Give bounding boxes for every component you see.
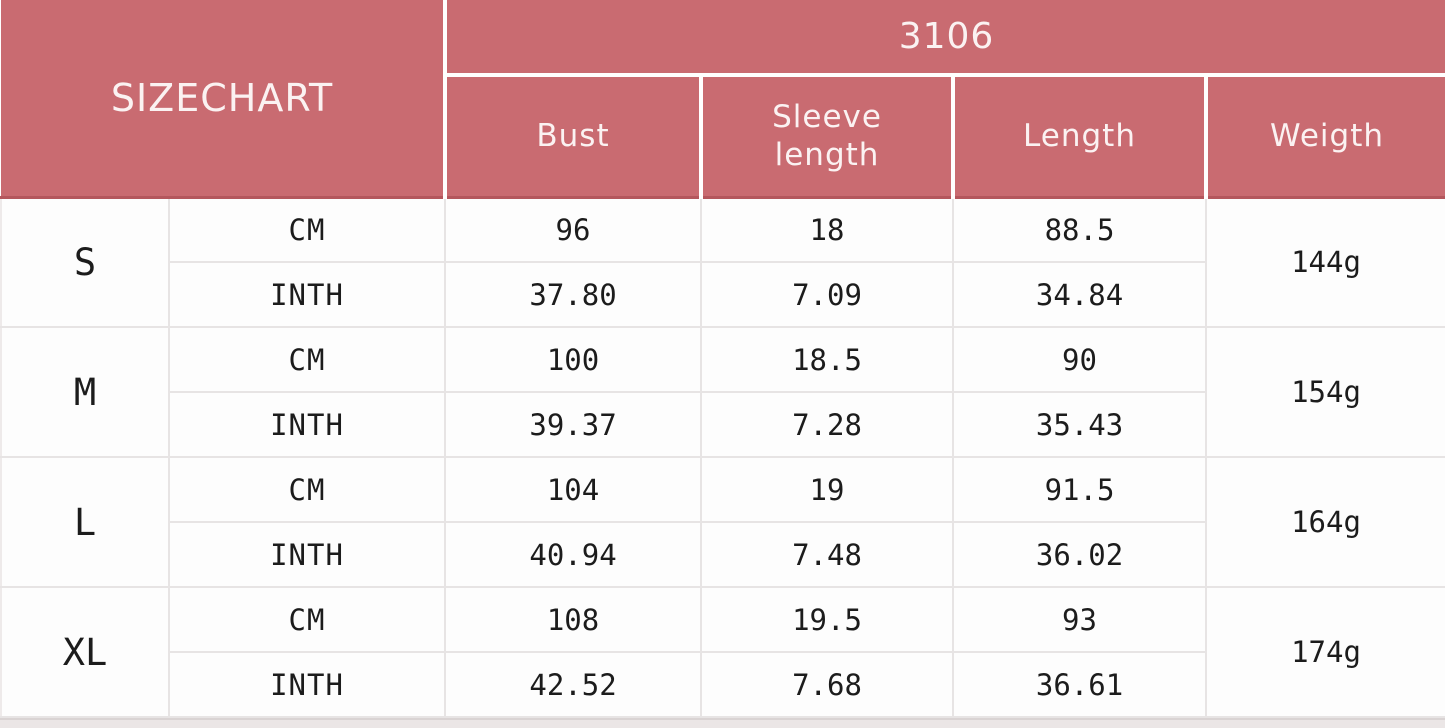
unit-label-inth: INTH — [167, 391, 447, 458]
table-row: M CM 100 18.5 90 154g — [0, 326, 1445, 458]
size-label-m: M — [0, 326, 170, 458]
value-length-inth: 34.84 — [952, 261, 1208, 328]
unit-label-cm: CM — [167, 456, 447, 523]
value-bust-cm: 104 — [444, 456, 703, 523]
column-header-weight: Weigth — [1204, 73, 1445, 199]
value-bust-cm: 100 — [444, 326, 703, 393]
value-bust-inth: 40.94 — [444, 521, 703, 588]
value-bust-cm: 96 — [444, 196, 703, 263]
table-header: SIZECHART 3106 Bust Sleeve length Length… — [1, 0, 1445, 199]
size-label-s: S — [0, 196, 170, 328]
table-row: XL CM 108 19.5 93 174g — [0, 586, 1445, 718]
value-bust-inth: 42.52 — [444, 651, 703, 718]
value-weight: 144g — [1205, 196, 1445, 328]
value-length-inth: 36.02 — [952, 521, 1208, 588]
unit-label-cm: CM — [167, 586, 447, 653]
table-row: L CM 104 19 91.5 164g — [0, 456, 1445, 588]
size-label-xl: XL — [0, 586, 170, 718]
value-length-cm: 93 — [952, 586, 1208, 653]
table-row: INTH 39.37 7.28 35.43 — [1, 391, 1445, 458]
value-sleeve-inth: 7.68 — [700, 651, 955, 718]
value-weight: 174g — [1205, 586, 1445, 718]
value-length-inth: 35.43 — [952, 391, 1208, 458]
value-length-inth: 36.61 — [952, 651, 1208, 718]
value-sleeve-cm: 18.5 — [700, 326, 955, 393]
unit-label-cm: CM — [167, 196, 447, 263]
value-sleeve-inth: 7.09 — [700, 261, 955, 328]
value-bust-cm: 108 — [444, 586, 703, 653]
value-length-cm: 90 — [952, 326, 1208, 393]
unit-label-inth: INTH — [167, 651, 447, 718]
value-length-cm: 88.5 — [952, 196, 1208, 263]
table-body: S CM 96 18 88.5 144g INTH 37.80 7.09 34.… — [0, 196, 1445, 718]
column-header-sleeve-length: Sleeve length — [699, 73, 956, 199]
sizechart-title: SIZECHART — [1, 0, 448, 199]
value-sleeve-inth: 7.28 — [700, 391, 955, 458]
model-number: 3106 — [443, 0, 1445, 77]
table-row: INTH 37.80 7.09 34.84 — [1, 261, 1445, 328]
value-sleeve-inth: 7.48 — [700, 521, 955, 588]
table-row: INTH 42.52 7.68 36.61 — [1, 651, 1445, 718]
value-sleeve-cm: 18 — [700, 196, 955, 263]
value-bust-inth: 39.37 — [444, 391, 703, 458]
table-row: S CM 96 18 88.5 144g — [0, 196, 1445, 328]
unit-label-inth: INTH — [167, 261, 447, 328]
value-sleeve-cm: 19 — [700, 456, 955, 523]
column-header-length: Length — [951, 73, 1209, 199]
unit-label-cm: CM — [167, 326, 447, 393]
value-sleeve-cm: 19.5 — [700, 586, 955, 653]
clipped-bottom-edge — [0, 718, 1445, 728]
value-weight: 154g — [1205, 326, 1445, 458]
unit-label-inth: INTH — [167, 521, 447, 588]
value-length-cm: 91.5 — [952, 456, 1208, 523]
table-row: INTH 40.94 7.48 36.02 — [1, 521, 1445, 588]
column-header-bust: Bust — [443, 73, 704, 199]
value-weight: 164g — [1205, 456, 1445, 588]
value-bust-inth: 37.80 — [444, 261, 703, 328]
size-label-l: L — [0, 456, 170, 588]
